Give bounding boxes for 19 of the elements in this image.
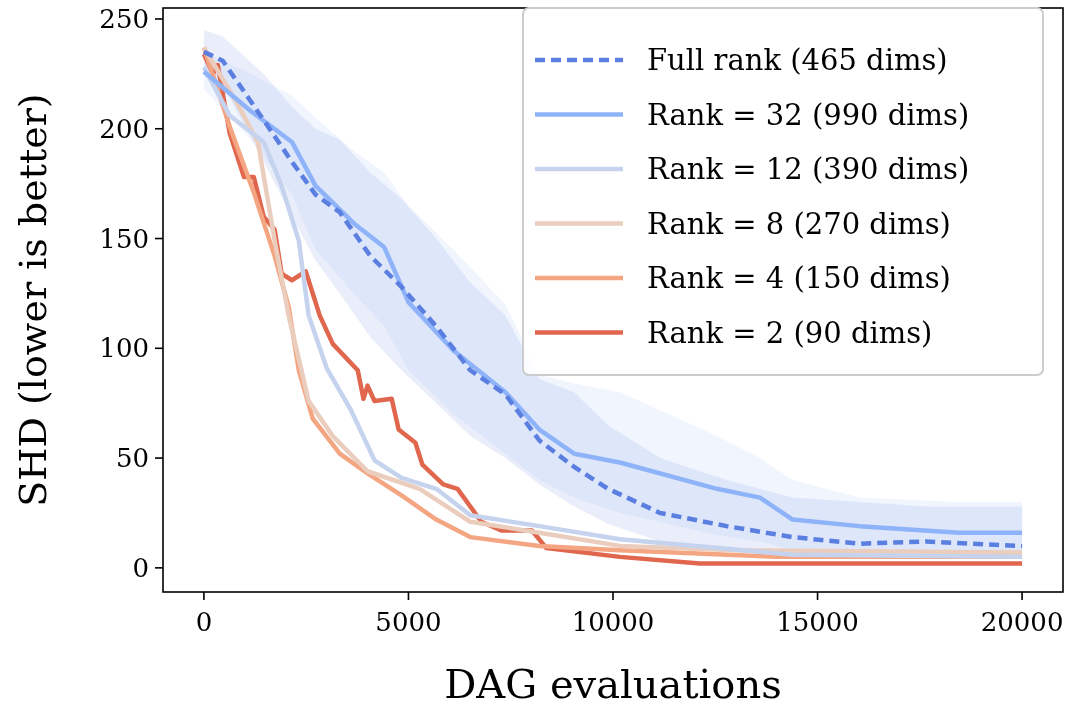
y-tick-label: 0 [132,552,149,583]
x-tick-label: 10000 [571,607,655,637]
legend-label: Rank = 4 (150 dims) [647,261,951,296]
legend-label: Rank = 2 (90 dims) [647,315,933,350]
legend-label: Rank = 12 (390 dims) [647,152,970,187]
legend-label: Rank = 32 (990 dims) [647,97,970,132]
y-tick-label: 100 [99,333,149,364]
x-tick-label: 20000 [980,607,1064,637]
y-tick-label: 150 [99,223,149,254]
x-tick-label: 0 [195,607,213,637]
y-axis-title: SHD (lower is better) [11,93,55,507]
y-tick-label: 250 [99,4,149,35]
legend-label: Full rank (465 dims) [647,43,948,78]
y-tick-label: 50 [115,443,149,474]
x-tick-label: 5000 [375,607,442,637]
x-tick-label: 15000 [776,607,859,637]
y-tick-label: 200 [99,113,149,144]
x-axis-title: DAG evaluations [444,661,782,707]
legend-label: Rank = 8 (270 dims) [647,206,951,241]
